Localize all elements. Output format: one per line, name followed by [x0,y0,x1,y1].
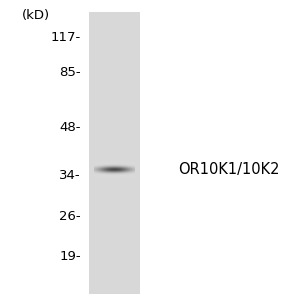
Text: 85-: 85- [59,65,81,79]
Text: 34-: 34- [59,169,81,182]
Text: 19-: 19- [59,250,81,263]
Text: 48-: 48- [59,121,81,134]
Text: (kD): (kD) [22,8,50,22]
Text: OR10K1/10K2: OR10K1/10K2 [178,162,280,177]
Text: 26-: 26- [59,209,81,223]
Bar [88,12,140,294]
Text: 117-: 117- [51,31,81,44]
